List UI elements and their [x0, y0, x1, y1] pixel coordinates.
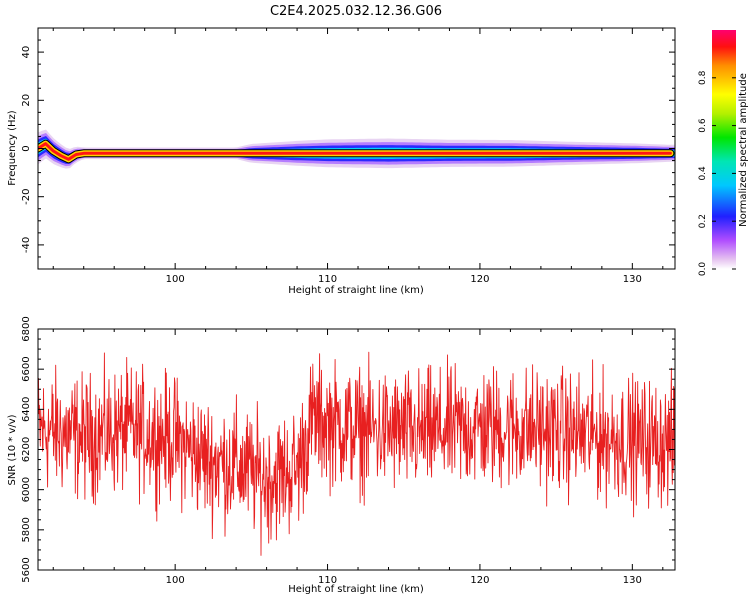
snr-series-line: [38, 351, 675, 556]
colorbar-gradient: [712, 30, 736, 269]
snr-panel: 100 110 120 130 5600 5800 6000 6200 6400 6600 6800…: [7, 316, 676, 595]
spectrogram-ticks: 100 110 120 130 -40 -20 0 20 40: [21, 28, 675, 285]
colorbar-ticks: 0.0 0.2 0.4 0.6 0.8: [698, 70, 736, 276]
spectrogram-ytick-label: 0: [21, 145, 32, 151]
spectrogram-heatmap: [38, 129, 675, 169]
spectrogram-ytick-label: 20: [21, 94, 32, 107]
colorbar-tick-label: 0.6: [698, 118, 708, 133]
spectrogram-xtick-label: 130: [623, 274, 642, 285]
spectrogram-ytick-label: -20: [21, 189, 32, 205]
snr-xlabel: Height of straight line (km): [288, 584, 424, 595]
snr-ylabel: SNR (10 * v/v): [7, 414, 18, 485]
snr-ytick-label: 6000: [21, 477, 32, 502]
spectrogram-xtick-label: 110: [318, 274, 337, 285]
snr-ytick-label: 6400: [21, 397, 32, 422]
colorbar: 0.0 0.2 0.4 0.6 0.8 Normalized spectral ampl…: [698, 30, 749, 276]
snr-xtick-label: 120: [470, 575, 489, 586]
spectrogram-panel: 100 110 120 130 -40 -20 0 20 40 Height of straig…: [7, 27, 676, 296]
spectrogram-ylabel: Frequency (Hz): [7, 110, 18, 186]
snr-ytick-label: 6200: [21, 437, 32, 462]
figure-title: C2E4.2025.032.12.36.G06: [270, 4, 442, 19]
colorbar-tick-label: 0.2: [698, 214, 708, 228]
snr-ytick-label: 6800: [21, 316, 32, 341]
snr-ytick-label: 6600: [21, 356, 32, 381]
snr-ytick-label: 5800: [21, 517, 32, 542]
colorbar-tick-label: 0.8: [698, 70, 708, 85]
spectrogram-ytick-label: -40: [21, 237, 32, 253]
snr-ticks: 100 110 120 130 5600 5800 6000 6200 6400 6600 6800: [21, 316, 675, 586]
spectrogram-ridge-red: [38, 142, 672, 161]
spectrogram-xtick-label: 100: [166, 274, 185, 285]
snr-xtick-label: 100: [166, 575, 185, 586]
snr-xtick-label: 130: [623, 575, 642, 586]
colorbar-label: Normalized spectral amplitude: [738, 73, 749, 227]
colorbar-tick-label: 0.0: [698, 262, 708, 277]
spectrogram-xtick-label: 120: [470, 274, 489, 285]
snr-ytick-label: 5600: [21, 557, 32, 582]
spectrogram-xlabel: Height of straight line (km): [288, 285, 424, 296]
colorbar-tick-label: 0.4: [698, 166, 708, 181]
snr-xtick-label: 110: [318, 575, 337, 586]
spectrogram-ytick-label: 40: [21, 46, 32, 59]
